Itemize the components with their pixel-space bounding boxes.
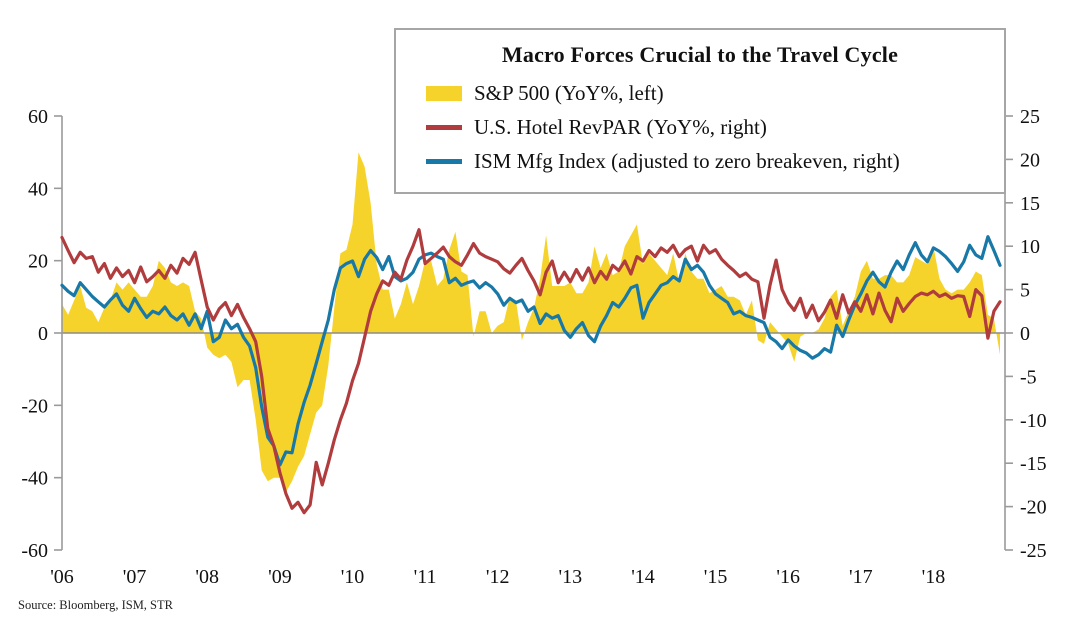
legend-label-sp500: S&P 500 (YoY%, left): [474, 80, 664, 105]
x-axis-year-label: '18: [922, 566, 946, 588]
right-axis-tick-label: 15: [1020, 193, 1040, 215]
left-axis-tick-label: 0: [38, 323, 48, 345]
x-axis-year-label: '15: [704, 566, 728, 588]
left-axis-tick-label: -60: [21, 540, 48, 562]
x-axis-year-label: '13: [558, 566, 582, 588]
legend-label-ism: ISM Mfg Index (adjusted to zero breakeve…: [474, 148, 900, 173]
x-axis-year-label: '08: [195, 566, 219, 588]
right-axis-tick-label: 20: [1020, 149, 1040, 171]
left-axis-tick-label: -20: [21, 395, 48, 417]
revpar-line: [60, 228, 1002, 515]
left-axis-tick-label: -40: [21, 468, 48, 490]
left-axis-tick-label: 20: [28, 251, 48, 273]
revpar-line-swatch: [426, 124, 462, 130]
legend-label-revpar: U.S. Hotel RevPAR (YoY%, right): [474, 114, 767, 139]
x-axis-year-label: '10: [341, 566, 365, 588]
source-note: Source: Bloomberg, ISM, STR: [18, 598, 173, 612]
ism-line-swatch: [426, 158, 462, 164]
x-axis-year-label: '11: [414, 566, 437, 588]
legend-item-sp500: S&P 500 (YoY%, left): [426, 76, 1004, 110]
sp500-area: [62, 152, 1000, 493]
x-axis-year-label: '06: [50, 566, 74, 588]
right-axis-tick-label: 0: [1020, 323, 1030, 345]
x-axis-year-label: '14: [631, 566, 655, 588]
legend: Macro Forces Crucial to the Travel Cycle…: [394, 28, 1006, 194]
right-axis-tick-label: 25: [1020, 106, 1040, 128]
right-axis-tick-label: -25: [1020, 540, 1047, 562]
x-axis-year-label: '07: [123, 566, 147, 588]
x-axis-year-label: '09: [268, 566, 292, 588]
right-axis-tick-label: 5: [1020, 280, 1030, 302]
x-axis-year-label: '12: [486, 566, 510, 588]
right-axis-tick-label: -5: [1020, 366, 1037, 388]
x-axis-year-label: '17: [849, 566, 873, 588]
right-axis-tick-label: 10: [1020, 236, 1040, 258]
chart-title: Macro Forces Crucial to the Travel Cycle: [501, 42, 899, 67]
right-axis-tick-label: -20: [1020, 497, 1047, 519]
left-axis-tick-label: 60: [28, 106, 48, 128]
left-axis-tick-label: 40: [28, 178, 48, 200]
ism-line: [60, 235, 1002, 467]
legend-item-ism: ISM Mfg Index (adjusted to zero breakeve…: [426, 144, 1004, 178]
legend-item-revpar: U.S. Hotel RevPAR (YoY%, right): [426, 110, 1004, 144]
right-axis-tick-label: -10: [1020, 410, 1047, 432]
sp500-area-swatch: [426, 85, 462, 101]
x-axis-year-label: '16: [776, 566, 800, 588]
right-axis-tick-label: -15: [1020, 453, 1047, 475]
